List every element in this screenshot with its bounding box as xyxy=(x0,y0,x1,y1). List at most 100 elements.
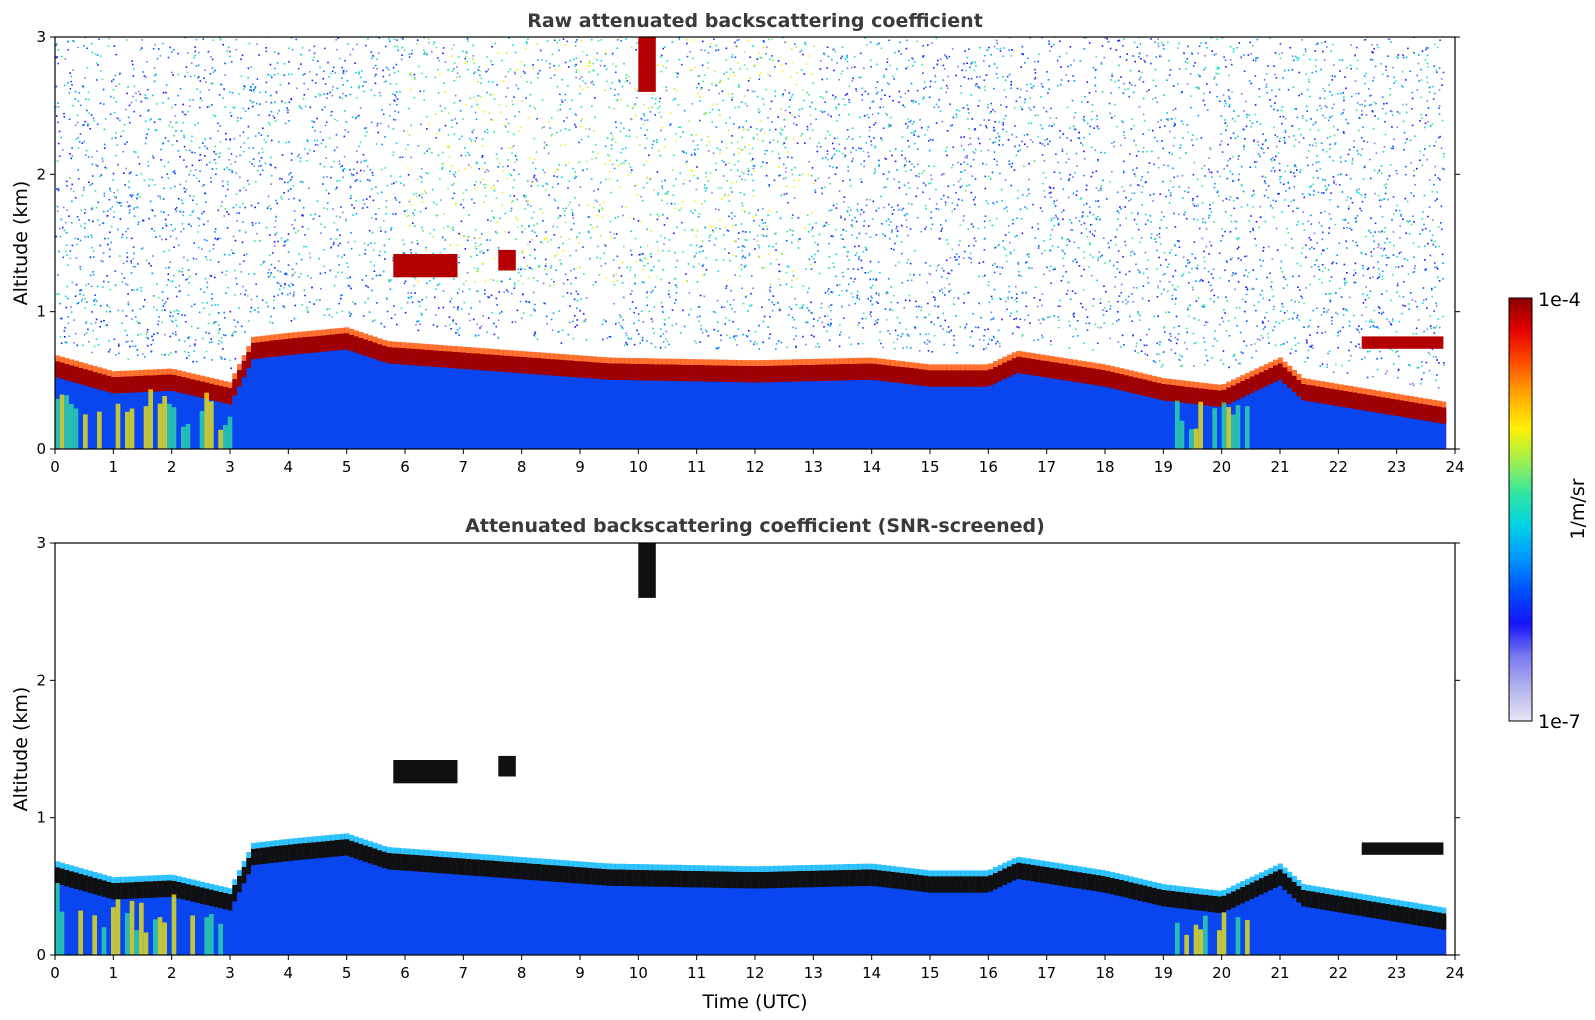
noise-speckle xyxy=(298,253,300,256)
noise-speckle xyxy=(637,319,640,322)
noise-speckle xyxy=(117,117,119,120)
noise-speckle xyxy=(1324,331,1327,333)
noise-speckle xyxy=(1275,145,1278,148)
noise-speckle xyxy=(914,130,916,132)
noise-speckle xyxy=(434,76,437,79)
noise-speckle xyxy=(1083,256,1085,259)
noise-speckle xyxy=(1291,317,1294,320)
noise-speckle xyxy=(388,74,391,76)
noise-speckle xyxy=(569,108,571,110)
noise-speckle xyxy=(354,240,356,243)
noise-speckle xyxy=(561,101,564,103)
noise-speckle xyxy=(159,195,161,198)
noise-speckle xyxy=(1279,6,1281,8)
noise-speckle xyxy=(626,266,629,269)
noise-speckle xyxy=(240,20,242,22)
noise-speckle xyxy=(408,107,410,110)
noise-speckle xyxy=(1252,229,1255,232)
noise-speckle xyxy=(589,257,591,260)
noise-speckle xyxy=(431,51,433,53)
noise-speckle xyxy=(1279,176,1282,178)
noise-speckle xyxy=(1223,105,1226,107)
noise-speckle xyxy=(992,335,995,338)
noise-speckle xyxy=(205,331,207,334)
noise-speckle xyxy=(1364,105,1366,107)
noise-speckle xyxy=(225,132,227,135)
noise-speckle xyxy=(156,309,158,311)
noise-speckle xyxy=(718,92,721,95)
noise-speckle xyxy=(876,81,879,83)
noise-speckle xyxy=(166,284,168,286)
noise-speckle xyxy=(975,326,977,329)
noise-speckle xyxy=(970,261,973,264)
noise-speckle xyxy=(855,88,857,90)
noise-speckle xyxy=(1128,200,1130,202)
noise-speckle xyxy=(1105,31,1107,33)
noise-speckle xyxy=(126,252,128,254)
noise-speckle xyxy=(1107,41,1109,43)
noise-speckle xyxy=(650,342,653,345)
noise-speckle xyxy=(1135,144,1137,146)
noise-speckle xyxy=(882,127,885,129)
noise-speckle xyxy=(1414,35,1416,37)
noise-speckle xyxy=(481,138,484,140)
noise-speckle xyxy=(162,142,165,145)
noise-speckle xyxy=(55,85,58,88)
noise-speckle xyxy=(909,262,912,265)
noise-speckle xyxy=(599,257,602,260)
noise-speckle xyxy=(867,298,870,300)
noise-speckle xyxy=(846,60,849,63)
noise-speckle xyxy=(1433,310,1435,312)
noise-speckle xyxy=(1135,342,1138,345)
noise-speckle xyxy=(967,143,970,146)
noise-speckle xyxy=(1426,62,1429,65)
noise-speckle xyxy=(1256,121,1258,123)
noise-speckle xyxy=(844,94,847,96)
noise-speckle xyxy=(1209,204,1211,206)
noise-speckle xyxy=(945,239,948,241)
noise-speckle xyxy=(640,253,642,256)
noise-speckle xyxy=(1421,218,1424,220)
noise-speckle xyxy=(1030,83,1032,85)
noise-speckle xyxy=(811,73,813,75)
noise-speckle xyxy=(1295,108,1297,110)
noise-speckle xyxy=(1312,183,1314,186)
noise-speckle xyxy=(558,39,561,41)
noise-speckle xyxy=(304,294,306,297)
noise-speckle xyxy=(103,192,106,195)
noise-speckle xyxy=(174,228,176,230)
noise-speckle xyxy=(1437,276,1439,279)
noise-speckle xyxy=(620,5,622,7)
noise-speckle xyxy=(1403,132,1406,134)
noise-speckle xyxy=(493,189,496,192)
noise-speckle xyxy=(1329,143,1331,146)
noise-speckle xyxy=(1229,170,1232,173)
noise-speckle xyxy=(1299,171,1301,173)
noise-speckle xyxy=(817,319,819,322)
noise-speckle xyxy=(652,93,654,95)
noise-speckle xyxy=(136,197,138,200)
noise-speckle xyxy=(1402,120,1405,123)
noise-speckle xyxy=(1287,31,1289,33)
noise-speckle xyxy=(1350,197,1352,200)
noise-speckle xyxy=(470,166,473,169)
noise-speckle xyxy=(168,249,170,252)
noise-speckle xyxy=(890,231,893,234)
noise-speckle xyxy=(118,73,121,76)
noise-speckle xyxy=(176,121,178,124)
noise-speckle xyxy=(1431,123,1434,126)
noise-speckle xyxy=(225,138,227,141)
noise-speckle xyxy=(195,258,198,260)
noise-speckle xyxy=(633,106,635,108)
noise-speckle xyxy=(742,333,744,336)
noise-speckle xyxy=(1393,10,1395,12)
noise-speckle xyxy=(515,159,518,161)
noise-speckle xyxy=(1192,174,1195,176)
noise-speckle xyxy=(334,72,337,74)
noise-speckle xyxy=(893,341,895,344)
noise-speckle xyxy=(1249,119,1251,122)
noise-speckle xyxy=(1361,148,1364,150)
noise-speckle xyxy=(1210,290,1212,292)
noise-speckle xyxy=(1004,179,1007,181)
noise-speckle xyxy=(777,60,780,62)
